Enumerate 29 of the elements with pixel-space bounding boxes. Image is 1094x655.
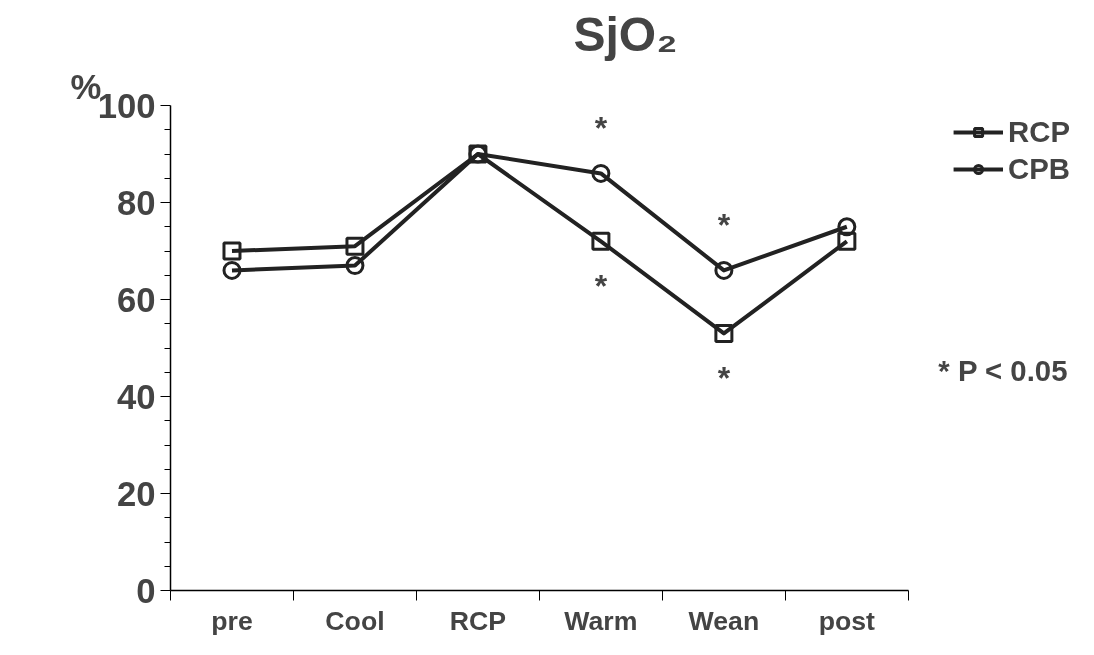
legend-label: CPB — [1008, 152, 1070, 186]
point — [714, 260, 734, 280]
annotation: * — [717, 360, 731, 397]
text: * P < 0.05 — [938, 353, 1068, 387]
x-tick-label: Cool — [325, 605, 385, 636]
x-tick-label: RCP — [449, 605, 507, 636]
point — [222, 260, 242, 280]
annotation: * — [594, 110, 608, 147]
y-tick-label: 60 — [116, 280, 156, 319]
point — [222, 241, 242, 261]
point — [591, 231, 611, 251]
annotation: * — [594, 268, 608, 305]
x-tick-label: Wean — [688, 605, 760, 636]
y-tick-label: 20 — [116, 474, 156, 513]
annotation: * — [717, 207, 731, 244]
y-tick-label: 0 — [136, 571, 156, 610]
y-tick-label: 40 — [116, 377, 156, 416]
point — [591, 163, 611, 183]
x-tick-label: post — [818, 605, 876, 636]
point — [837, 217, 857, 237]
y-tick-label: 80 — [116, 183, 156, 222]
point — [345, 256, 365, 276]
point — [837, 231, 857, 251]
x-tick-label: Warm — [564, 605, 638, 636]
point — [345, 236, 365, 256]
x-tick-label: pre — [211, 605, 253, 636]
point — [714, 323, 734, 343]
chart-title: SjO₂ — [573, 7, 678, 61]
legend-label: RCP — [1008, 115, 1070, 149]
